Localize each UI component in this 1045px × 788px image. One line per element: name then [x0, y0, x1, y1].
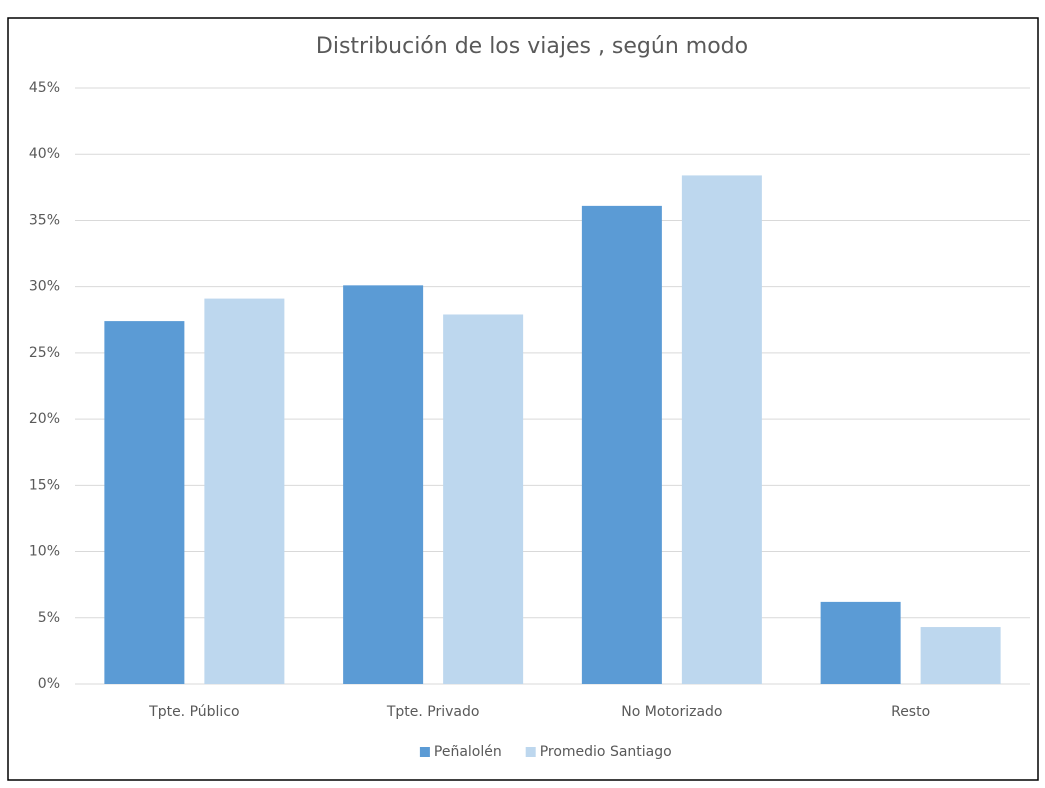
legend-label: Peñalolén [434, 744, 502, 760]
y-tick-label: 25% [29, 345, 60, 361]
legend-swatch [419, 747, 430, 757]
y-tick-label: 40% [29, 146, 60, 162]
bar [343, 285, 424, 684]
bar [920, 627, 1001, 684]
legend-label: Promedio Santiago [540, 744, 672, 760]
y-tick-label: 15% [29, 477, 60, 493]
bar [681, 175, 762, 684]
x-tick-label: No Motorizado [621, 704, 722, 720]
y-tick-label: 30% [29, 279, 60, 295]
y-tick-label: 10% [29, 544, 60, 560]
bar [104, 321, 185, 684]
bar [581, 205, 662, 684]
bar [443, 314, 524, 684]
bar [820, 601, 901, 684]
x-tick-label: Resto [891, 704, 930, 720]
chart-title: Distribución de los viajes , según modo [316, 34, 748, 59]
x-tick-label: Tpte. Público [148, 704, 239, 720]
y-tick-label: 35% [29, 212, 60, 228]
y-tick-label: 45% [29, 80, 60, 96]
y-tick-label: 0% [38, 676, 60, 692]
x-tick-label: Tpte. Privado [386, 704, 480, 720]
y-tick-label: 5% [38, 610, 60, 626]
bar [204, 298, 285, 684]
legend-swatch [525, 747, 536, 757]
y-tick-label: 20% [29, 411, 60, 427]
